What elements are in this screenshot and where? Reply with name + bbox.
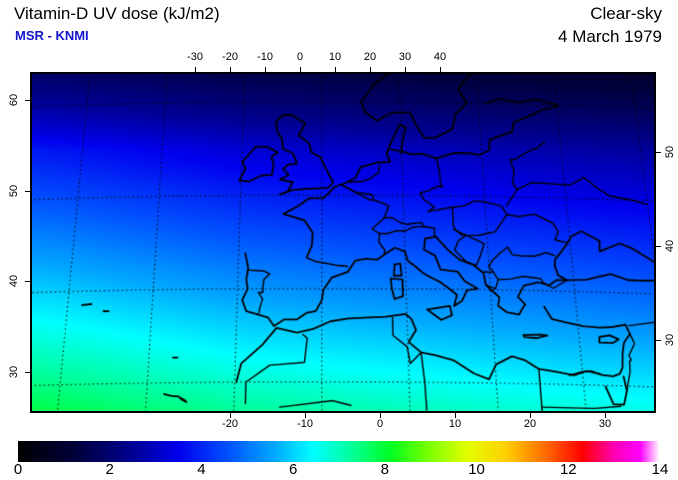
colorbar-tick-label: 2: [105, 461, 114, 478]
axis-top-tick: [300, 67, 301, 72]
axis-left-label: 60: [8, 93, 20, 107]
axis-top-label: 30: [398, 51, 412, 63]
colorbar-tick-label: 0: [13, 461, 23, 478]
axis-top-label: -10: [257, 51, 273, 63]
axis-right-tick: [656, 152, 661, 153]
colorbar-tick-label: 6: [288, 461, 298, 478]
colorbar-tick-label: 14: [651, 461, 669, 478]
sky-condition-label: Clear-sky: [590, 4, 662, 23]
axis-left-tick: [25, 190, 30, 192]
colorbar-tick-label: 12: [559, 461, 577, 478]
axis-left-label: 40: [8, 275, 20, 288]
map-plot-area[interactable]: [30, 72, 656, 413]
axis-top-tick: [265, 67, 266, 72]
uv-dose-heatmap: [32, 74, 654, 411]
axis-left-label: 50: [8, 184, 20, 197]
axis-right-tick: [656, 340, 661, 341]
colorbar-tick-label: 8: [380, 461, 390, 478]
colorbar-tick-label: 10: [468, 461, 485, 478]
axis-bottom-tick: [605, 413, 606, 418]
date-label: 4 March 1979: [558, 27, 662, 46]
axis-bottom-label: 0: [376, 418, 384, 430]
axis-top-label: 20: [363, 51, 377, 63]
axis-top-label: 0: [296, 51, 304, 63]
axis-left-tick: [25, 371, 30, 373]
colorbar-gradient: [18, 441, 660, 462]
institute-label: MSR - KNMI: [15, 28, 89, 43]
axis-bottom-label: -10: [297, 418, 313, 430]
axis-top-tick: [195, 67, 196, 72]
axis-top-label: -30: [187, 51, 203, 63]
axis-top-tick: [370, 67, 371, 72]
page-title: Vitamin-D UV dose (kJ/m2): [14, 4, 220, 23]
axis-right-tick: [656, 246, 661, 247]
axis-bottom-label: 30: [598, 418, 612, 430]
axis-top-label: 40: [433, 51, 447, 63]
axis-bottom-tick: [230, 413, 231, 418]
axis-bottom-label: 10: [448, 418, 462, 430]
axis-right-label: 30: [664, 333, 676, 347]
axis-bottom-tick: [455, 413, 456, 418]
axis-bottom-tick: [380, 413, 381, 418]
colorbar: [18, 441, 660, 462]
axis-left-tick: [25, 281, 30, 283]
axis-top-tick: [230, 67, 231, 72]
axis-top-tick: [335, 67, 336, 72]
axis-right-label: 50: [664, 145, 676, 159]
axis-bottom-label: -20: [222, 418, 238, 430]
axis-right-label: 40: [664, 239, 676, 253]
axis-left-label: 30: [8, 365, 20, 378]
axis-bottom-tick: [530, 413, 531, 418]
axis-top-label: -20: [222, 51, 238, 63]
axis-bottom-tick: [305, 413, 306, 418]
axis-top-label: 10: [328, 51, 342, 63]
axis-bottom-label: 20: [523, 418, 537, 430]
axis-top-tick: [440, 67, 441, 72]
axis-top-tick: [405, 67, 406, 72]
axis-left-tick: [25, 100, 30, 101]
colorbar-tick-label: 4: [197, 461, 206, 478]
